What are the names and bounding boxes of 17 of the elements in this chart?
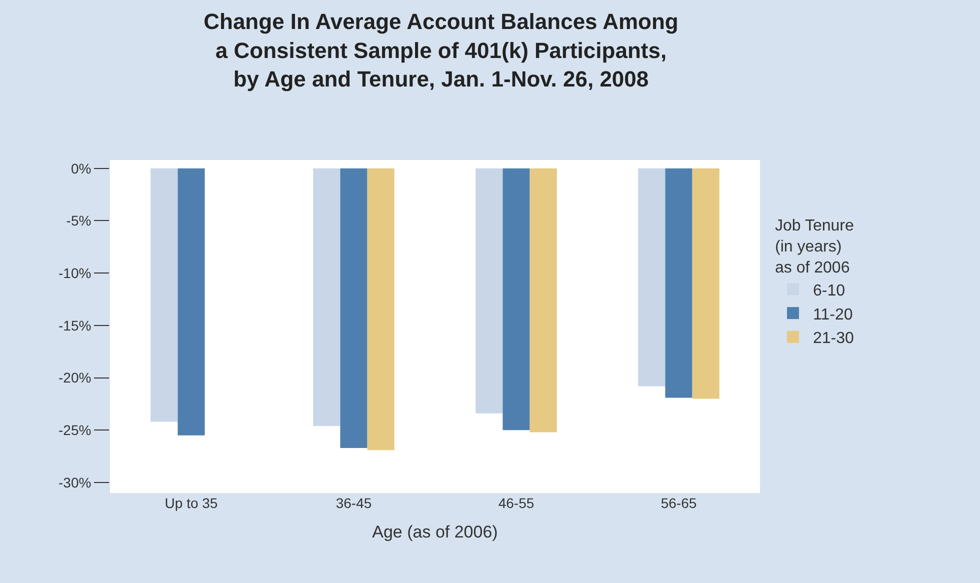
y-tick-label: -5%	[66, 212, 92, 229]
x-tick-label: 56-65	[660, 495, 697, 511]
x-axis-title: Age (as of 2006)	[372, 522, 498, 542]
x-tick-label: 36-45	[336, 495, 372, 511]
x-tick-label: Up to 35	[164, 495, 218, 511]
legend-title: Job Tenure (in years) as of 2006	[775, 218, 854, 276]
y-tick-label: 0%	[70, 160, 92, 176]
legend-label: 6-10	[813, 282, 846, 300]
y-tick-label: -15%	[58, 317, 92, 334]
y-tick-label: -20%	[58, 370, 92, 386]
chart-title: Change In Average Account Balances Among a Consistent Sample of 401(k) Participants, by Age and Tenure, Jan. 1-Nov. 26, 2008	[204, 9, 678, 92]
y-tick-label: -30%	[58, 474, 92, 490]
x-tick-label: 46-55	[498, 495, 534, 511]
y-tick-label: -10%	[58, 264, 92, 281]
legend-label: 11-20	[813, 306, 853, 324]
legend-label: 21-30	[813, 330, 854, 348]
y-tick-label: -25%	[58, 422, 92, 438]
